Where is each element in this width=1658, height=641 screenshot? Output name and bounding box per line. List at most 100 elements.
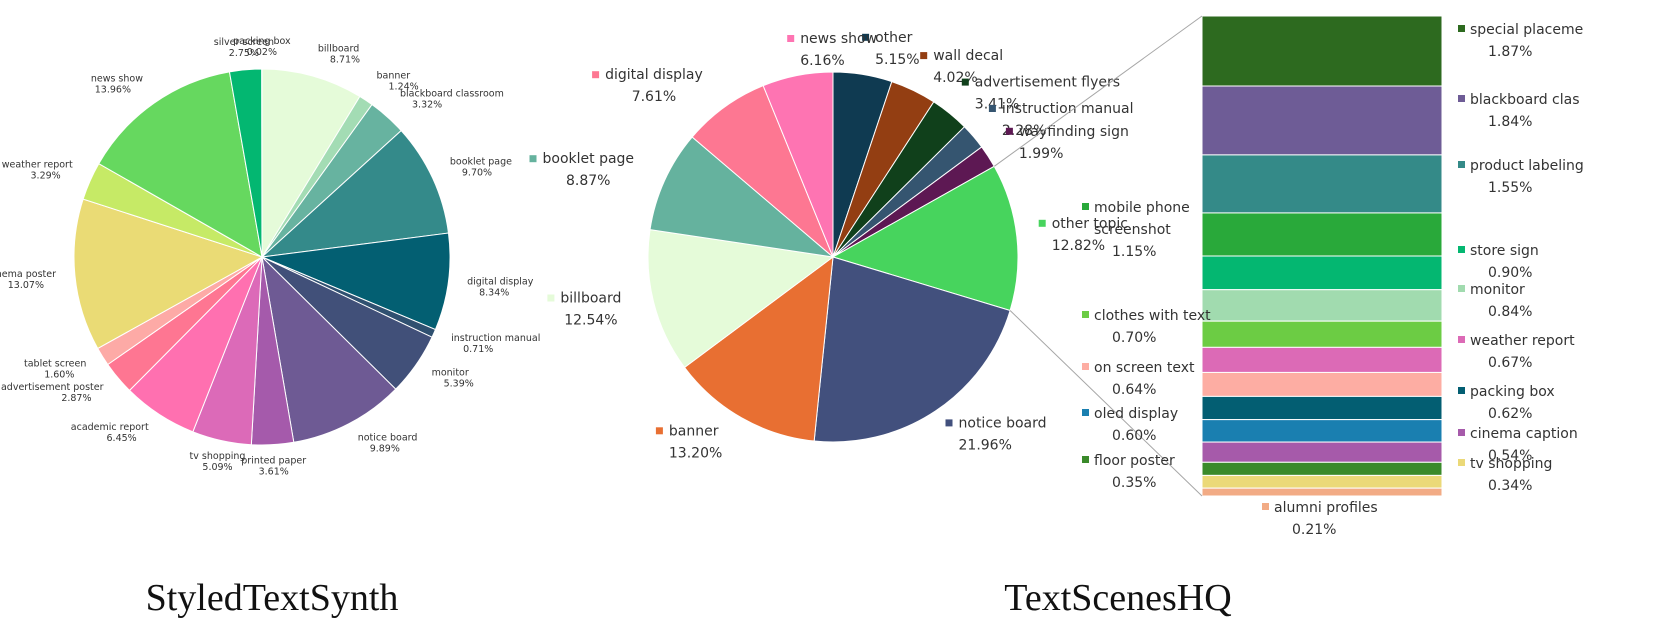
bar-segment-monitor	[1201, 289, 1443, 322]
pie2-legend-marker-instruction-manual	[988, 105, 996, 112]
styledtextsynth-pie	[73, 68, 451, 446]
connector-line-top	[994, 15, 1203, 167]
bar-legend-marker-store-sign	[1458, 246, 1465, 253]
pie1-label-advertisement-poster: advertisement poster	[1, 382, 104, 393]
bar-segment-oled-display	[1201, 419, 1443, 443]
bar-value-oled-display: 0.60%	[1112, 428, 1156, 444]
pie2-label-other-topic: other topic	[1052, 216, 1128, 232]
pie1-slice-billboard	[261, 68, 361, 259]
bar-label-alumni-profiles: alumni profiles	[1274, 500, 1378, 516]
pie2-value-wall-decal: 4.02%	[933, 70, 977, 86]
caption-textsceneshq: TextScenesHQ	[1004, 577, 1231, 619]
bar-label-group-cinema-caption: cinema caption 0.54%	[1458, 426, 1578, 464]
pie2-label-group-other-topic: other topic 12.82%	[1038, 216, 1128, 254]
bar-label-weather-report: weather report	[1470, 333, 1575, 349]
pie2-value-digital-display: 7.61%	[632, 89, 676, 105]
pie2-label-billboard: billboard	[560, 291, 621, 307]
bar-label-group-weather-report: weather report 0.67%	[1458, 333, 1575, 371]
pie1-value-silver-screen: 2.75%	[229, 48, 259, 59]
bar-value-floor-poster: 0.35%	[1112, 475, 1156, 491]
pie1-value-packing-box: 0.02%	[247, 47, 277, 58]
bar-value-store-sign: 0.90%	[1488, 265, 1532, 281]
pie1-value-blackboard-classroom: 3.32%	[412, 100, 442, 111]
bar-value-special-placement: 1.87%	[1488, 44, 1532, 60]
bar-legend-marker-clothes-with-text	[1082, 311, 1089, 318]
bar-label-store-sign: store sign	[1470, 243, 1539, 259]
pie2-value-wayfinding-sign: 1.99%	[1019, 146, 1063, 162]
pie1-value-monitor: 5.39%	[444, 379, 474, 390]
bar-value-blackboard-classroom: 1.84%	[1488, 114, 1532, 130]
pie2-value-other: 5.15%	[875, 52, 919, 68]
bar-value-alumni-profiles: 0.21%	[1292, 522, 1336, 538]
bar-legend-marker-on-screen-text	[1082, 363, 1089, 370]
pie1-value-weather-report: 3.29%	[31, 170, 61, 181]
textsceneshq-pie	[647, 71, 1019, 443]
bar-label-group-packing-box: packing box 0.62%	[1458, 384, 1555, 422]
other-topic-breakdown-bar	[994, 15, 1443, 497]
pie1-value-instruction-manual: 0.71%	[463, 344, 493, 355]
bar-label-group-store-sign: store sign 0.90%	[1458, 243, 1539, 281]
pie1-slice-news-show	[98, 71, 263, 258]
bar-value-tv-shopping: 0.34%	[1488, 478, 1532, 494]
bar-label-oled-display: oled display	[1094, 406, 1178, 422]
pie2-label-group-digital-display: digital display 7.61%	[592, 67, 703, 105]
pie1-label-blackboard-classroom: blackboard classroom	[400, 89, 504, 100]
bar-legend-marker-weather-report	[1458, 336, 1465, 343]
pie2-legend-marker-digital-display	[592, 71, 600, 79]
pie2-legend-marker-other	[862, 33, 870, 41]
bar-segment-on-screen-text	[1201, 371, 1443, 397]
bar-label-on-screen-text: on screen text	[1094, 360, 1195, 376]
bar-label-special-placement: special placeme	[1470, 22, 1583, 38]
pie1-value-banner: 1.24%	[389, 82, 419, 93]
pie1-value-printed-paper: 3.61%	[259, 467, 289, 478]
bar-label-blackboard-classroom: blackboard clas	[1470, 92, 1580, 108]
pie1-label-silver-screen: silver screen	[214, 37, 274, 48]
pie1-label-digital-display: digital display	[467, 277, 534, 288]
bar-value-weather-report: 0.67%	[1488, 355, 1532, 371]
pie1-label-booklet-page: booklet page	[450, 156, 512, 167]
bar-segment-alumni-profiles	[1201, 487, 1443, 497]
pie2-slice-other-topic	[831, 165, 1019, 312]
bar-label-group-alumni-profiles: alumni profiles 0.21%	[1262, 500, 1378, 538]
bar-segment-floor-poster	[1201, 461, 1443, 476]
pie1-value-academic-report: 6.45%	[107, 433, 137, 444]
pie1-label-monitor: monitor	[432, 368, 469, 379]
bar-segment-store-sign	[1201, 255, 1443, 291]
pie1-label-notice-board: notice board	[358, 433, 418, 444]
pie1-value-cinema-poster: 13.07%	[8, 280, 44, 291]
caption-styledtextsynth: StyledTextSynth	[146, 577, 399, 619]
pie1-label-instruction-manual: instruction manual	[451, 333, 540, 344]
bar-label-group-floor-poster: floor poster 0.35%	[1082, 453, 1175, 491]
bar-label-group-blackboard-classroom: blackboard clas 1.84%	[1458, 92, 1580, 130]
bar-segment-cinema-caption	[1201, 441, 1443, 463]
bar-label-group-clothes-with-text: clothes with text 0.70%	[1082, 308, 1211, 346]
pie2-label-wall-decal: wall decal	[933, 48, 1003, 64]
bar-value-on-screen-text: 0.64%	[1112, 382, 1156, 398]
pie1-label-tv-shopping: tv shopping	[190, 451, 246, 462]
bar-label-group-monitor: monitor 0.84%	[1458, 282, 1532, 320]
pie1-value-advertisement-poster: 2.87%	[61, 393, 91, 404]
pie1-label-printed-paper: printed paper	[241, 456, 306, 467]
pie1-label-billboard: billboard	[318, 44, 359, 55]
pie1-value-news-show: 13.96%	[95, 85, 131, 96]
bar-legend-marker-special-placement	[1458, 25, 1465, 32]
bar-label-cinema-caption: cinema caption	[1470, 426, 1578, 442]
bar-label-group-special-placement: special placeme 1.87%	[1458, 22, 1583, 60]
pie1-label-news-show: news show	[91, 74, 143, 85]
pie2-label-wayfinding-sign: wayfinding sign	[1019, 124, 1129, 140]
bar-value-monitor: 0.84%	[1488, 304, 1532, 320]
pie1-slice-booklet-page	[260, 129, 450, 258]
bar-label-floor-poster: floor poster	[1094, 453, 1175, 469]
pie2-label-group-instruction-manual: instruction manual 2.28%	[988, 101, 1133, 139]
bar-label-group-on-screen-text: on screen text 0.64%	[1082, 360, 1195, 398]
pie1-label-weather-report: weather report	[2, 159, 73, 170]
bar-legend-marker-monitor	[1458, 285, 1465, 292]
bar-legend-marker-product-labeling	[1458, 161, 1465, 168]
bar-label-group-tv-shopping: tv shopping 0.34%	[1458, 456, 1552, 494]
pie2-value-other-topic: 12.82%	[1052, 238, 1105, 254]
pie2-label-group-banner: banner 13.20%	[655, 423, 722, 461]
pie2-slice-booklet-page	[649, 136, 835, 258]
pie2-slice-news-show	[762, 71, 834, 258]
pie2-label-other: other	[875, 30, 913, 46]
